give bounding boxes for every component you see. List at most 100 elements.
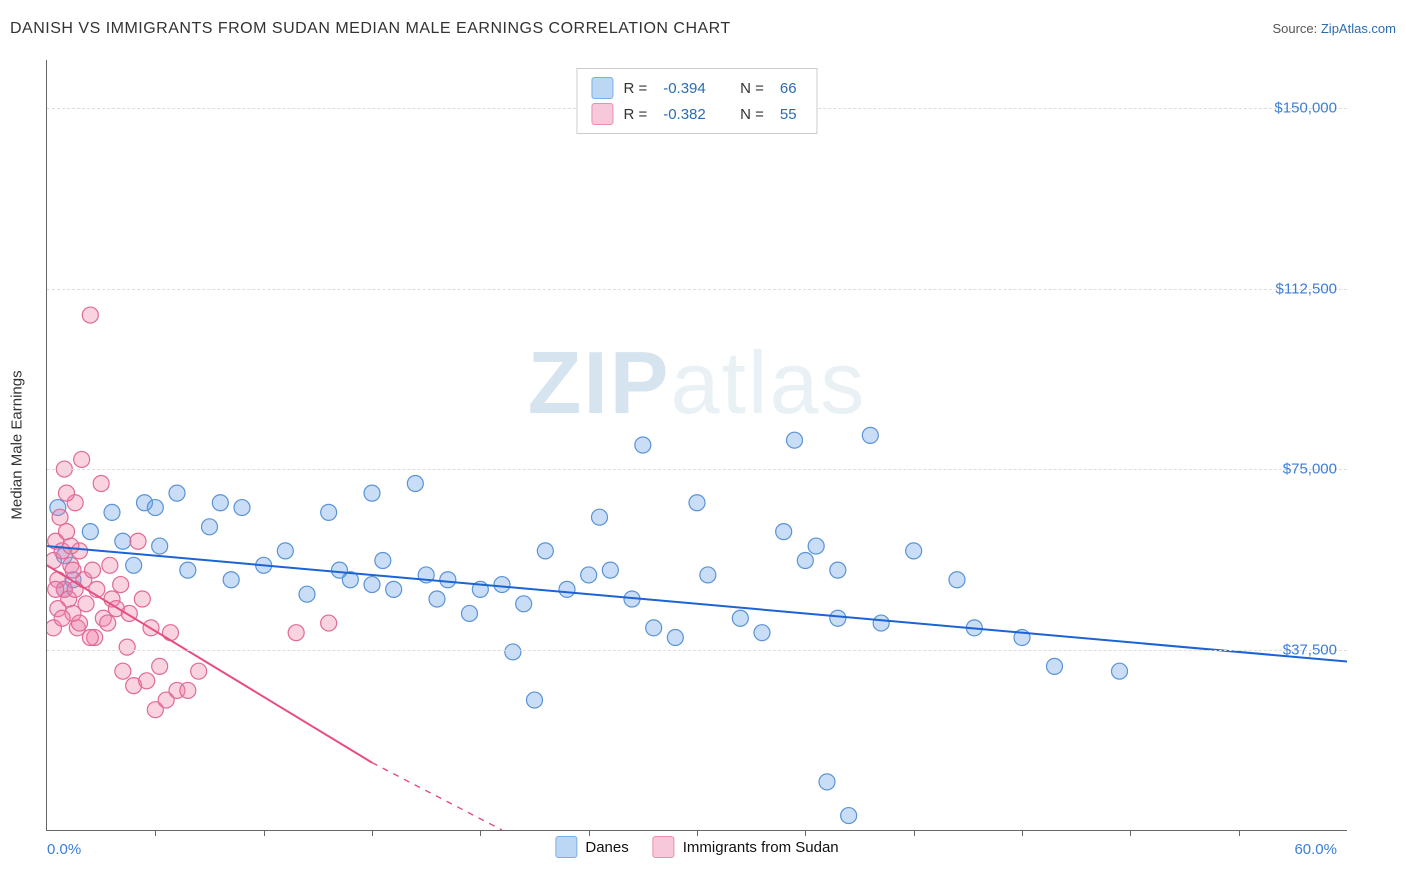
- y-tick-label: $37,500: [1283, 641, 1337, 658]
- scatter-point: [82, 630, 98, 646]
- x-tick: [697, 830, 698, 836]
- scatter-point: [635, 437, 651, 453]
- scatter-point: [72, 615, 88, 631]
- scatter-point: [67, 581, 83, 597]
- scatter-point: [113, 577, 129, 593]
- x-axis-max: 60.0%: [1294, 841, 1337, 858]
- scatter-point: [65, 562, 81, 578]
- scatter-point: [134, 591, 150, 607]
- scatter-point: [559, 581, 575, 597]
- scatter-point: [906, 543, 922, 559]
- scatter-point: [180, 562, 196, 578]
- scatter-point: [102, 557, 118, 573]
- scatter-point: [841, 808, 857, 824]
- scatter-point: [537, 543, 553, 559]
- scatter-point: [63, 538, 79, 554]
- scatter-point: [808, 538, 824, 554]
- scatter-point: [386, 581, 402, 597]
- scatter-point: [505, 644, 521, 660]
- x-tick: [1130, 830, 1131, 836]
- scatter-point: [646, 620, 662, 636]
- stat-legend: R = -0.394 N = 66 R = -0.382 N = 55: [576, 68, 817, 134]
- scatter-point: [830, 610, 846, 626]
- chart-source: Source: ZipAtlas.com: [1272, 21, 1396, 36]
- scatter-svg: [47, 60, 1347, 830]
- x-tick: [805, 830, 806, 836]
- scatter-point: [527, 692, 543, 708]
- scatter-point: [862, 427, 878, 443]
- scatter-point: [407, 476, 423, 492]
- gridline: [47, 650, 1347, 651]
- scatter-point: [494, 577, 510, 593]
- scatter-point: [787, 432, 803, 448]
- scatter-point: [776, 524, 792, 540]
- swatch-series-1: [591, 103, 613, 125]
- stat-n-1: 55: [780, 106, 797, 123]
- swatch-series-0: [591, 77, 613, 99]
- scatter-point: [299, 586, 315, 602]
- scatter-point: [119, 639, 135, 655]
- x-tick: [155, 830, 156, 836]
- x-tick: [1022, 830, 1023, 836]
- stat-n-0: 66: [780, 80, 797, 97]
- scatter-point: [52, 509, 68, 525]
- legend-swatch-0: [555, 836, 577, 858]
- scatter-point: [667, 630, 683, 646]
- chart-header: DANISH VS IMMIGRANTS FROM SUDAN MEDIAN M…: [10, 20, 1396, 38]
- scatter-point: [115, 533, 131, 549]
- scatter-point: [59, 524, 75, 540]
- scatter-point: [85, 562, 101, 578]
- scatter-point: [602, 562, 618, 578]
- scatter-point: [819, 774, 835, 790]
- scatter-point: [147, 500, 163, 516]
- scatter-point: [321, 615, 337, 631]
- regression-line-extrapolated: [372, 763, 502, 830]
- scatter-point: [873, 615, 889, 631]
- scatter-point: [74, 451, 90, 467]
- scatter-point: [169, 485, 185, 501]
- x-tick: [914, 830, 915, 836]
- scatter-point: [364, 485, 380, 501]
- scatter-point: [797, 553, 813, 569]
- scatter-point: [277, 543, 293, 559]
- scatter-point: [139, 673, 155, 689]
- scatter-point: [54, 610, 70, 626]
- x-tick: [372, 830, 373, 836]
- scatter-point: [78, 596, 94, 612]
- scatter-point: [949, 572, 965, 588]
- scatter-point: [321, 504, 337, 520]
- chart-area: ZIPatlas R = -0.394 N = 66 R = -0.382 N …: [46, 60, 1346, 830]
- stat-row-1: R = -0.382 N = 55: [591, 101, 802, 127]
- chart-title: DANISH VS IMMIGRANTS FROM SUDAN MEDIAN M…: [10, 20, 731, 38]
- scatter-point: [830, 562, 846, 578]
- x-tick: [264, 830, 265, 836]
- scatter-point: [59, 485, 75, 501]
- series-legend: Danes Immigrants from Sudan: [555, 836, 838, 858]
- scatter-point: [93, 476, 109, 492]
- x-tick: [480, 830, 481, 836]
- scatter-point: [581, 567, 597, 583]
- scatter-point: [82, 524, 98, 540]
- scatter-point: [689, 495, 705, 511]
- stat-row-0: R = -0.394 N = 66: [591, 75, 802, 101]
- scatter-point: [223, 572, 239, 588]
- legend-swatch-1: [653, 836, 675, 858]
- stat-r-1: -0.382: [663, 106, 706, 123]
- scatter-point: [130, 533, 146, 549]
- scatter-point: [48, 581, 64, 597]
- scatter-point: [126, 557, 142, 573]
- scatter-point: [288, 625, 304, 641]
- source-link[interactable]: ZipAtlas.com: [1321, 21, 1396, 36]
- scatter-point: [516, 596, 532, 612]
- stat-r-0: -0.394: [663, 80, 706, 97]
- scatter-point: [115, 663, 131, 679]
- scatter-point: [364, 577, 380, 593]
- scatter-point: [462, 605, 478, 621]
- plot-region: ZIPatlas R = -0.394 N = 66 R = -0.382 N …: [46, 60, 1347, 831]
- y-tick-label: $112,500: [1276, 280, 1337, 297]
- x-axis-min: 0.0%: [47, 841, 81, 858]
- scatter-point: [202, 519, 218, 535]
- scatter-point: [1112, 663, 1128, 679]
- scatter-point: [234, 500, 250, 516]
- gridline: [47, 469, 1347, 470]
